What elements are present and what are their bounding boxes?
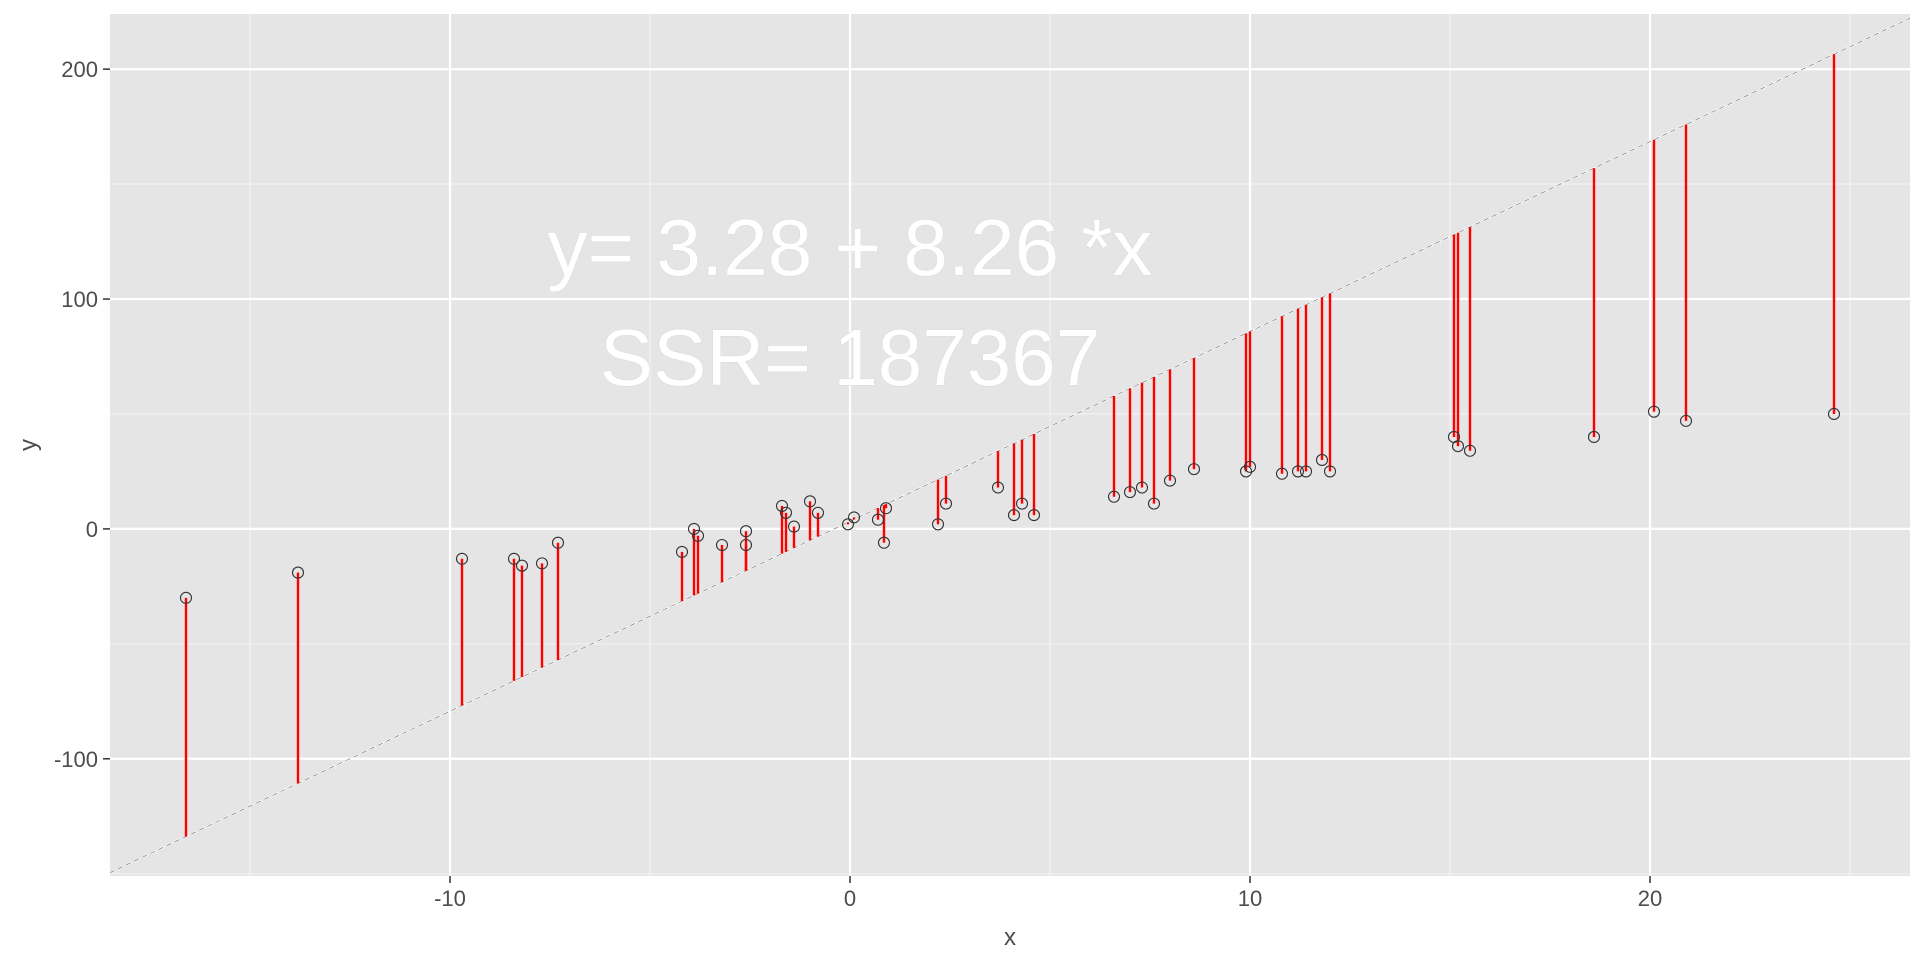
data-point — [879, 502, 893, 515]
x-axis-title: x — [1004, 924, 1016, 951]
data-point — [691, 529, 705, 542]
y-axis-title: y — [15, 439, 42, 451]
x-tick-label: 10 — [1238, 886, 1262, 911]
data-point — [1463, 444, 1477, 457]
y-tick-label: 0 — [86, 517, 98, 542]
data-point — [841, 518, 855, 531]
x-tick-label: 0 — [844, 886, 856, 911]
data-point — [787, 520, 801, 533]
data-point — [1323, 465, 1337, 478]
y-tick-label: 100 — [61, 287, 98, 312]
data-point — [1587, 430, 1601, 444]
ssr-annotation: SSR= 187367 — [600, 313, 1100, 402]
data-point — [1291, 465, 1305, 478]
panel-background — [110, 14, 1910, 876]
data-point — [1827, 407, 1841, 421]
data-point — [1679, 414, 1693, 427]
y-axis-ticks: -100 0 100 200 — [54, 57, 110, 772]
data-point — [1187, 463, 1201, 476]
data-point — [1015, 497, 1029, 510]
x-tick-label: 20 — [1638, 886, 1662, 911]
grid-major — [110, 14, 1910, 876]
data-point — [1243, 460, 1257, 473]
equation-annotation: y= 3.28 + 8.26 *x — [548, 203, 1153, 292]
data-point — [179, 591, 193, 604]
data-point — [1163, 474, 1177, 487]
data-point — [1007, 509, 1021, 522]
data-point — [1135, 481, 1149, 494]
data-point — [939, 497, 953, 510]
data-point — [779, 506, 793, 519]
data-point — [1107, 490, 1121, 503]
data-point — [847, 511, 861, 524]
data-point — [991, 481, 1005, 494]
data-point — [291, 566, 305, 579]
data-point — [715, 538, 729, 552]
data-point — [739, 538, 753, 552]
data-points — [179, 405, 1841, 604]
data-point — [871, 513, 885, 526]
x-axis-ticks: -10 0 10 20 — [434, 876, 1662, 911]
y-tick-label: 200 — [61, 57, 98, 82]
data-point — [739, 525, 753, 538]
data-point — [1451, 440, 1465, 453]
data-point — [803, 495, 817, 508]
regression-line-shadow — [109, 17, 1911, 873]
data-point — [775, 499, 789, 512]
data-point — [811, 506, 825, 519]
data-point — [931, 518, 945, 531]
data-point — [1315, 453, 1329, 466]
data-point — [1647, 405, 1661, 418]
y-tick-label: -100 — [54, 747, 98, 772]
data-point — [551, 536, 565, 549]
grid-minor — [110, 14, 1910, 876]
data-point — [1147, 497, 1161, 510]
data-point — [515, 559, 529, 572]
data-point — [687, 522, 701, 535]
data-point — [1299, 465, 1313, 478]
x-tick-label: -10 — [434, 886, 466, 911]
data-point — [535, 557, 549, 570]
data-point — [877, 536, 891, 549]
data-point — [1239, 465, 1253, 478]
data-point — [507, 552, 521, 565]
data-point — [1275, 467, 1289, 480]
data-point — [1123, 486, 1137, 499]
data-point — [1027, 509, 1041, 522]
data-point — [455, 552, 469, 565]
residual-lines — [184, 54, 1836, 837]
data-point — [675, 545, 689, 558]
